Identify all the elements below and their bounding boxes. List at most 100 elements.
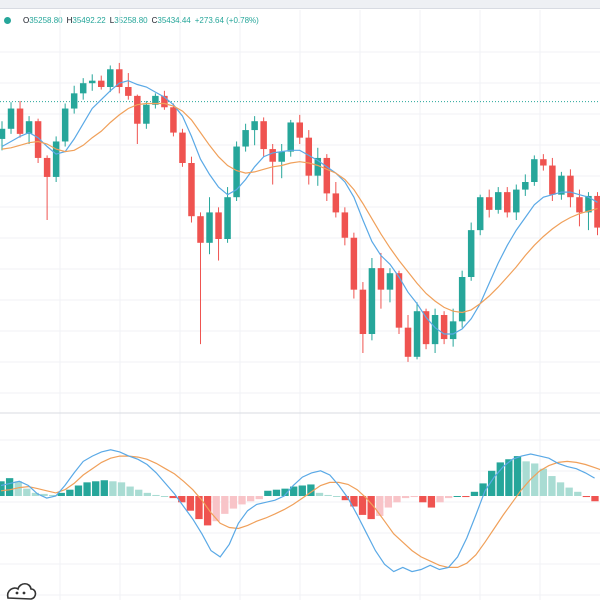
candle-down[interactable] [43,155,51,220]
candle-up[interactable] [25,116,33,144]
candle-up[interactable] [531,155,538,186]
close-value: C35434.44 [151,15,191,25]
candle-down[interactable] [125,73,132,100]
histogram-bar [238,496,246,505]
candle-down[interactable] [197,212,204,345]
histogram-bar [367,496,375,520]
candle-up[interactable] [88,74,96,91]
candle-up[interactable] [143,100,150,129]
candle-body [269,149,276,162]
candle-down[interactable] [215,207,222,261]
candle-down[interactable] [179,128,186,167]
candle-down[interactable] [161,90,168,110]
candle-up[interactable] [558,171,565,200]
candle-down[interactable] [98,75,105,90]
candle-down[interactable] [422,308,430,350]
candle-up[interactable] [206,197,213,255]
histogram-bar [264,490,272,496]
histogram-bar [143,492,151,496]
candle-up[interactable] [413,302,421,360]
histogram-bar [556,482,565,496]
candle-body [341,212,349,238]
candle-down[interactable] [440,311,448,345]
candle-body [332,193,340,213]
candle-down[interactable] [260,117,267,157]
candle-up[interactable] [431,308,439,353]
candle-up[interactable] [70,85,78,114]
candle-down[interactable] [404,315,412,362]
candle-up[interactable] [278,144,285,179]
candle-down[interactable] [540,154,547,171]
candle-up[interactable] [368,258,376,341]
candle-down[interactable] [170,103,177,137]
histogram-bar [66,489,74,496]
histogram-bar [178,496,186,503]
histogram-bar [57,492,65,496]
macd-line [0,449,595,573]
candle-up[interactable] [107,65,114,93]
candle-down[interactable] [377,252,385,309]
histogram-bar [393,496,401,503]
candle-down[interactable] [269,144,276,185]
candle-up[interactable] [494,187,502,214]
candle-down[interactable] [576,189,583,227]
candle-down[interactable] [34,118,42,163]
candle-down[interactable] [567,169,574,208]
histogram-bar [324,494,332,496]
candle-up[interactable] [7,102,15,134]
candle-down[interactable] [504,187,511,218]
candle-up[interactable] [79,78,87,100]
histogram-bar [83,482,91,496]
price-pane[interactable] [0,62,600,362]
candle-down[interactable] [395,270,403,334]
candle-up[interactable] [224,187,231,243]
candle-down[interactable] [16,100,24,138]
candle-up[interactable] [449,308,457,347]
candle-up[interactable] [242,123,249,152]
candle-up[interactable] [52,136,60,182]
indicator-pane[interactable] [0,449,600,573]
low-value: L35258.80 [109,15,148,25]
candle-up[interactable] [61,103,69,147]
candle-down[interactable] [188,156,195,223]
candle-up[interactable] [233,141,240,201]
candle-down[interactable] [296,114,303,144]
candle-body [431,315,439,345]
candle-down[interactable] [359,282,367,353]
candle-up[interactable] [522,174,529,196]
candle-down[interactable] [332,182,340,218]
candle-up[interactable] [476,194,484,236]
histogram-bar [574,491,582,496]
candle-body [88,80,96,84]
candle-down[interactable] [350,232,358,299]
candle-up[interactable] [513,184,520,220]
candle-body [485,197,493,210]
candle-down[interactable] [305,130,313,185]
candle-body [323,157,331,194]
candle-down[interactable] [134,94,141,144]
histogram-bar [272,489,281,496]
candle-down[interactable] [549,157,556,201]
candle-body [134,95,141,124]
candle-down[interactable] [323,154,331,201]
candle-up[interactable] [314,147,322,186]
candle-up[interactable] [467,222,475,281]
candle-body [0,128,6,139]
candle-body [125,87,132,96]
candle-up[interactable] [386,268,394,303]
candle-down[interactable] [485,189,493,218]
candle-up[interactable] [0,121,6,151]
candle-up[interactable] [251,116,258,146]
candle-up[interactable] [152,93,159,109]
candle-body [549,165,556,195]
candle-up[interactable] [458,270,466,328]
candle-down[interactable] [341,207,349,246]
candle-down[interactable] [116,62,123,94]
histogram-bar [513,456,522,496]
candle-down[interactable] [594,192,600,236]
histogram-bar [307,484,315,496]
histogram-bar [315,492,324,496]
histogram-bar [14,481,22,496]
histogram-bar [23,488,31,496]
